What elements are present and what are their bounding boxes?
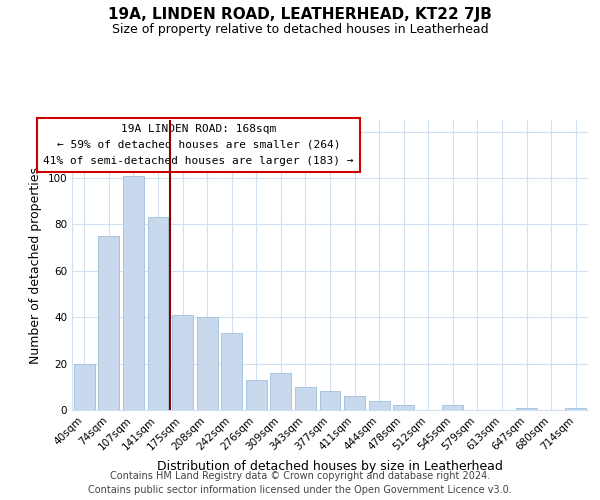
Bar [393, 406, 414, 410]
Bar [221, 334, 242, 410]
Bar [271, 373, 292, 410]
Bar [246, 380, 267, 410]
Bar [197, 317, 218, 410]
Bar [74, 364, 95, 410]
Text: Contains HM Land Registry data © Crown copyright and database right 2024.
Contai: Contains HM Land Registry data © Crown c… [88, 471, 512, 495]
Bar [148, 218, 169, 410]
Bar [295, 387, 316, 410]
Bar [565, 408, 586, 410]
X-axis label: Distribution of detached houses by size in Leatherhead: Distribution of detached houses by size … [157, 460, 503, 473]
Bar [320, 392, 340, 410]
Bar [123, 176, 144, 410]
Bar [516, 408, 537, 410]
Text: Size of property relative to detached houses in Leatherhead: Size of property relative to detached ho… [112, 22, 488, 36]
Bar [98, 236, 119, 410]
Text: 19A LINDEN ROAD: 168sqm
← 59% of detached houses are smaller (264)
41% of semi-d: 19A LINDEN ROAD: 168sqm ← 59% of detache… [43, 124, 353, 166]
Bar [344, 396, 365, 410]
Y-axis label: Number of detached properties: Number of detached properties [29, 166, 42, 364]
Text: 19A, LINDEN ROAD, LEATHERHEAD, KT22 7JB: 19A, LINDEN ROAD, LEATHERHEAD, KT22 7JB [108, 8, 492, 22]
Bar [368, 400, 389, 410]
Bar [172, 315, 193, 410]
Bar [442, 406, 463, 410]
